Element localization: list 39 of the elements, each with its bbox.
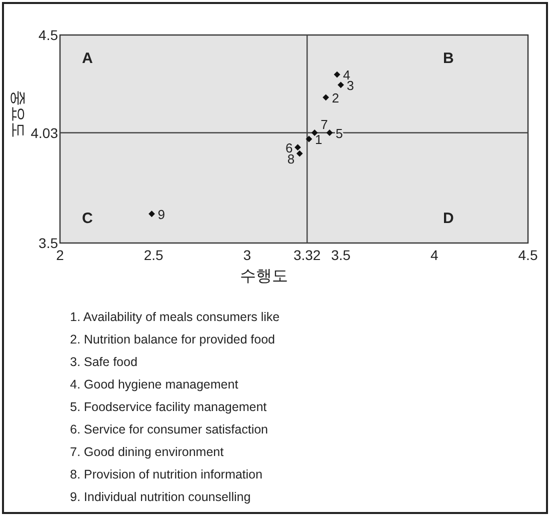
text: 6. Service for consumer satisfaction <box>70 422 268 436</box>
point <box>306 136 312 142</box>
text: 8. Provision of nutrition information <box>70 468 263 482</box>
x-tick-label: 3.5 <box>331 247 351 263</box>
text: 2. Nutrition balance for provided food <box>70 332 276 346</box>
y-tick-label: 4.5 <box>38 27 58 43</box>
annotation: A <box>82 50 93 67</box>
text: 9. Individual nutrition counselling <box>70 490 251 504</box>
text: 4. Good hygiene management <box>70 378 239 392</box>
y-axis-title: 중요도 <box>9 90 26 138</box>
annotation: 9 <box>158 206 165 222</box>
text: 1. Availability of meals consumers like <box>70 310 280 324</box>
annotation: 7 <box>320 116 328 132</box>
point <box>322 94 330 101</box>
annotation: D <box>443 210 454 227</box>
x-tick-label: 2 <box>56 247 64 263</box>
x-tick-label: 3 <box>243 247 252 263</box>
x-axis-title: 수행도 <box>240 268 288 285</box>
x-tick-label: 4 <box>430 247 438 263</box>
annotation: C <box>82 210 93 227</box>
point <box>311 130 318 136</box>
point <box>334 71 340 78</box>
x-tick-label: 2.5 <box>144 247 164 263</box>
point <box>294 144 301 151</box>
annotation: 3 <box>346 78 354 93</box>
y-tick-label: 3.5 <box>38 235 58 251</box>
text: 5. Foodservice facility management <box>70 400 268 414</box>
annotation: 2 <box>332 90 340 106</box>
y-tick-label: 4.03 <box>30 124 58 141</box>
annotation: 1 <box>314 132 322 147</box>
text: 3. Safe food <box>70 355 138 369</box>
point <box>296 150 303 157</box>
text: 7. Good dining environment <box>70 445 224 459</box>
annotation: B <box>443 50 454 67</box>
point <box>338 82 344 88</box>
point <box>326 130 333 136</box>
x-tick-label: 3.32 <box>293 247 321 263</box>
x-tick-label: 4.5 <box>518 247 538 263</box>
point <box>148 210 155 218</box>
